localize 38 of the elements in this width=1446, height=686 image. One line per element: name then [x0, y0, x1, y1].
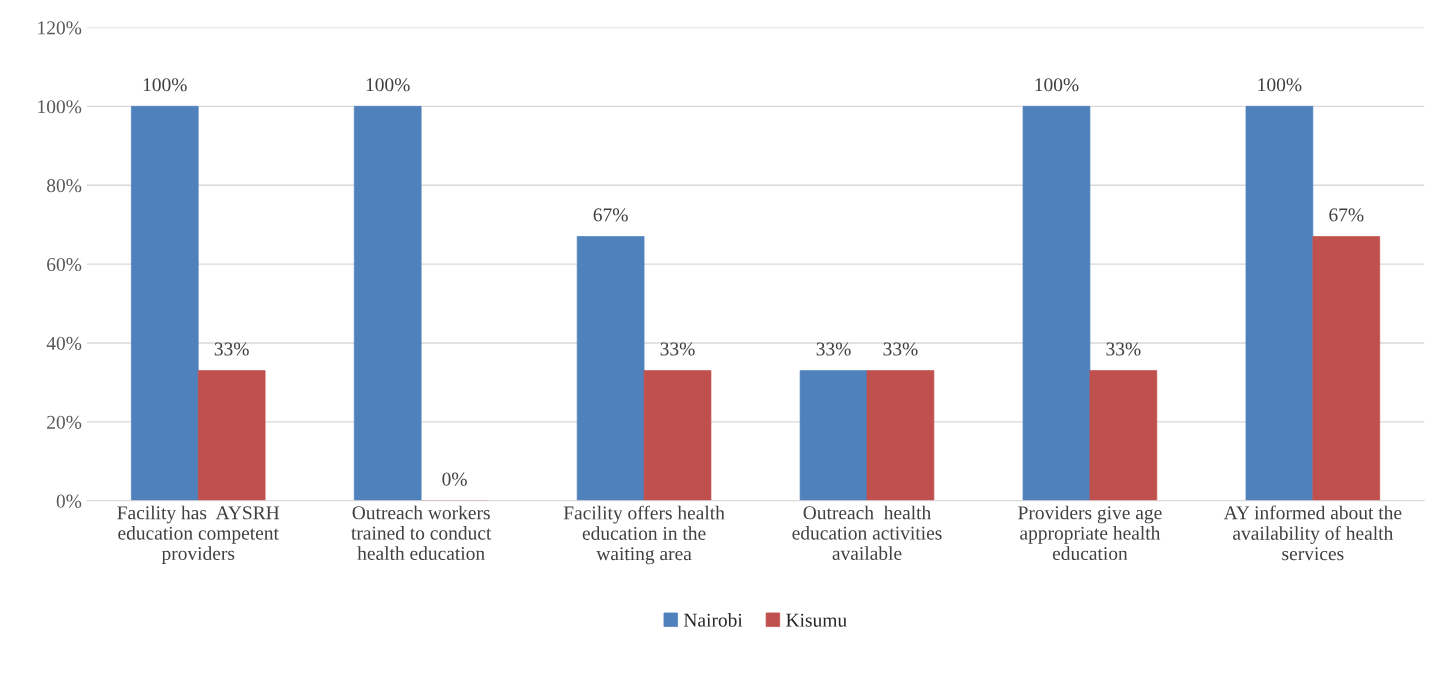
- x-tick-label: AY informed about the availability of health services: [1223, 505, 1402, 561]
- data-label: 33%: [1106, 342, 1141, 356]
- data-label: 33%: [816, 342, 851, 356]
- x-tick-label: Outreach workers trained to conduct health education: [351, 505, 492, 560]
- bar: [1312, 236, 1381, 501]
- bar: [197, 370, 266, 501]
- x-tick-label: Facility has AYSRH education competent providers: [117, 505, 280, 564]
- y-tick-label: 40%: [46, 336, 82, 350]
- x-tick-label: Facility offers health education in the waiting area: [563, 505, 725, 565]
- bar: [353, 105, 422, 501]
- data-label: 100%: [1035, 78, 1079, 92]
- y-tick-label: 100%: [38, 100, 82, 114]
- y-tick-label: 60%: [47, 257, 82, 272]
- legend-label: Nairobi: [683, 613, 743, 627]
- legend-label: Kisumu: [786, 613, 847, 627]
- bar: [799, 370, 868, 501]
- bar: [131, 105, 199, 501]
- y-tick-label: 80%: [47, 179, 82, 193]
- bar: [866, 370, 935, 501]
- data-label: 67%: [1329, 208, 1364, 222]
- data-label: 100%: [1258, 78, 1302, 92]
- data-label: 100%: [366, 78, 410, 92]
- data-label: 100%: [143, 78, 187, 92]
- x-tick-label: Providers give age appropriate health education: [1018, 505, 1162, 561]
- bar: [576, 236, 645, 501]
- data-label: 33%: [214, 342, 249, 356]
- data-label: 33%: [660, 342, 695, 356]
- y-tick-label: 20%: [47, 415, 82, 429]
- data-label: 67%: [593, 208, 628, 222]
- y-tick-label: 0%: [56, 494, 82, 508]
- bar: [643, 370, 712, 501]
- y-tick-label: 120%: [38, 21, 82, 35]
- bar: [1089, 370, 1158, 501]
- bar: [1245, 105, 1314, 501]
- bar: [1022, 105, 1091, 501]
- x-tick-label: Outreach health education activities available: [792, 505, 942, 560]
- data-label: 33%: [883, 342, 918, 356]
- data-label: 0%: [442, 472, 467, 486]
